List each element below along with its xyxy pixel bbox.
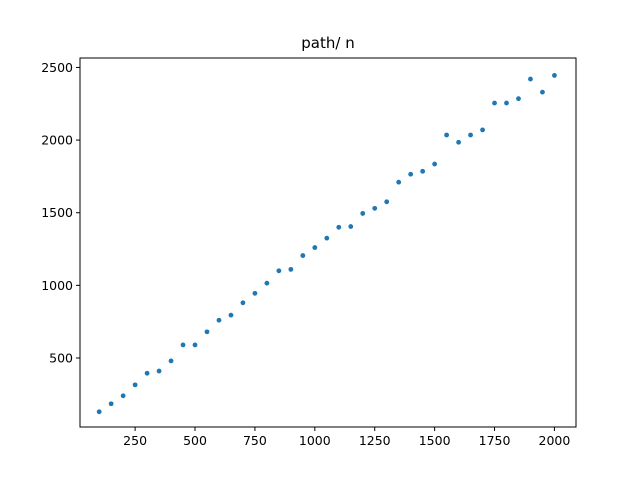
- data-point: [300, 253, 306, 258]
- data-point: [312, 245, 318, 250]
- plot-area: 250 500 750 1000 1250 1500 1750 2000 500 1000 1500…: [41, 60, 570, 448]
- data-point: [384, 199, 390, 205]
- data-point: [132, 382, 138, 388]
- data-point: [504, 100, 509, 106]
- data-point: [396, 179, 402, 185]
- data-point: [348, 224, 354, 229]
- chart-title: path/ n: [301, 34, 354, 52]
- data-point: [276, 268, 282, 274]
- x-tick-label: 2000: [539, 433, 571, 448]
- data-point: [552, 73, 557, 78]
- data-point: [336, 224, 342, 230]
- x-tick-label: 250: [123, 433, 147, 448]
- data-point: [516, 96, 521, 102]
- data-point: [252, 290, 258, 296]
- data-point: [492, 100, 497, 106]
- data-point: [408, 171, 414, 177]
- data-point: [180, 342, 186, 348]
- data-point: [444, 132, 450, 138]
- data-point: [432, 161, 438, 167]
- data-point: [144, 370, 150, 376]
- x-tick-label: 1250: [359, 433, 391, 448]
- data-point: [156, 368, 162, 374]
- data-point: [540, 89, 545, 95]
- y-tick-label: 2000: [41, 133, 73, 148]
- x-tick-label: 500: [183, 433, 207, 448]
- data-point: [240, 300, 246, 306]
- data-point: [324, 235, 330, 241]
- data-point: [420, 168, 426, 174]
- x-tick-label: 1500: [419, 433, 451, 448]
- data-point: [216, 317, 222, 323]
- data-point: [480, 127, 485, 133]
- y-tick-label: 1500: [41, 205, 73, 220]
- data-point: [264, 280, 270, 286]
- data-point: [228, 312, 234, 318]
- x-tick-label: 1750: [479, 433, 511, 448]
- plot-frame: [79, 57, 577, 428]
- data-point: [120, 393, 126, 399]
- y-tick-label: 2500: [41, 60, 73, 75]
- data-point: [192, 342, 198, 348]
- x-tick-label: 1000: [299, 433, 331, 448]
- data-point: [528, 76, 533, 82]
- data-point: [372, 205, 378, 211]
- data-point: [168, 358, 174, 364]
- data-point: [96, 409, 102, 415]
- data-point: [456, 139, 461, 145]
- data-point: [360, 211, 366, 216]
- data-point: [288, 266, 294, 272]
- data-point: [108, 401, 114, 407]
- x-tick-label: 750: [243, 433, 267, 448]
- y-tick-label: 1000: [41, 278, 73, 293]
- data-point: [468, 132, 473, 138]
- y-tick-label: 500: [49, 350, 73, 365]
- data-point: [204, 329, 210, 335]
